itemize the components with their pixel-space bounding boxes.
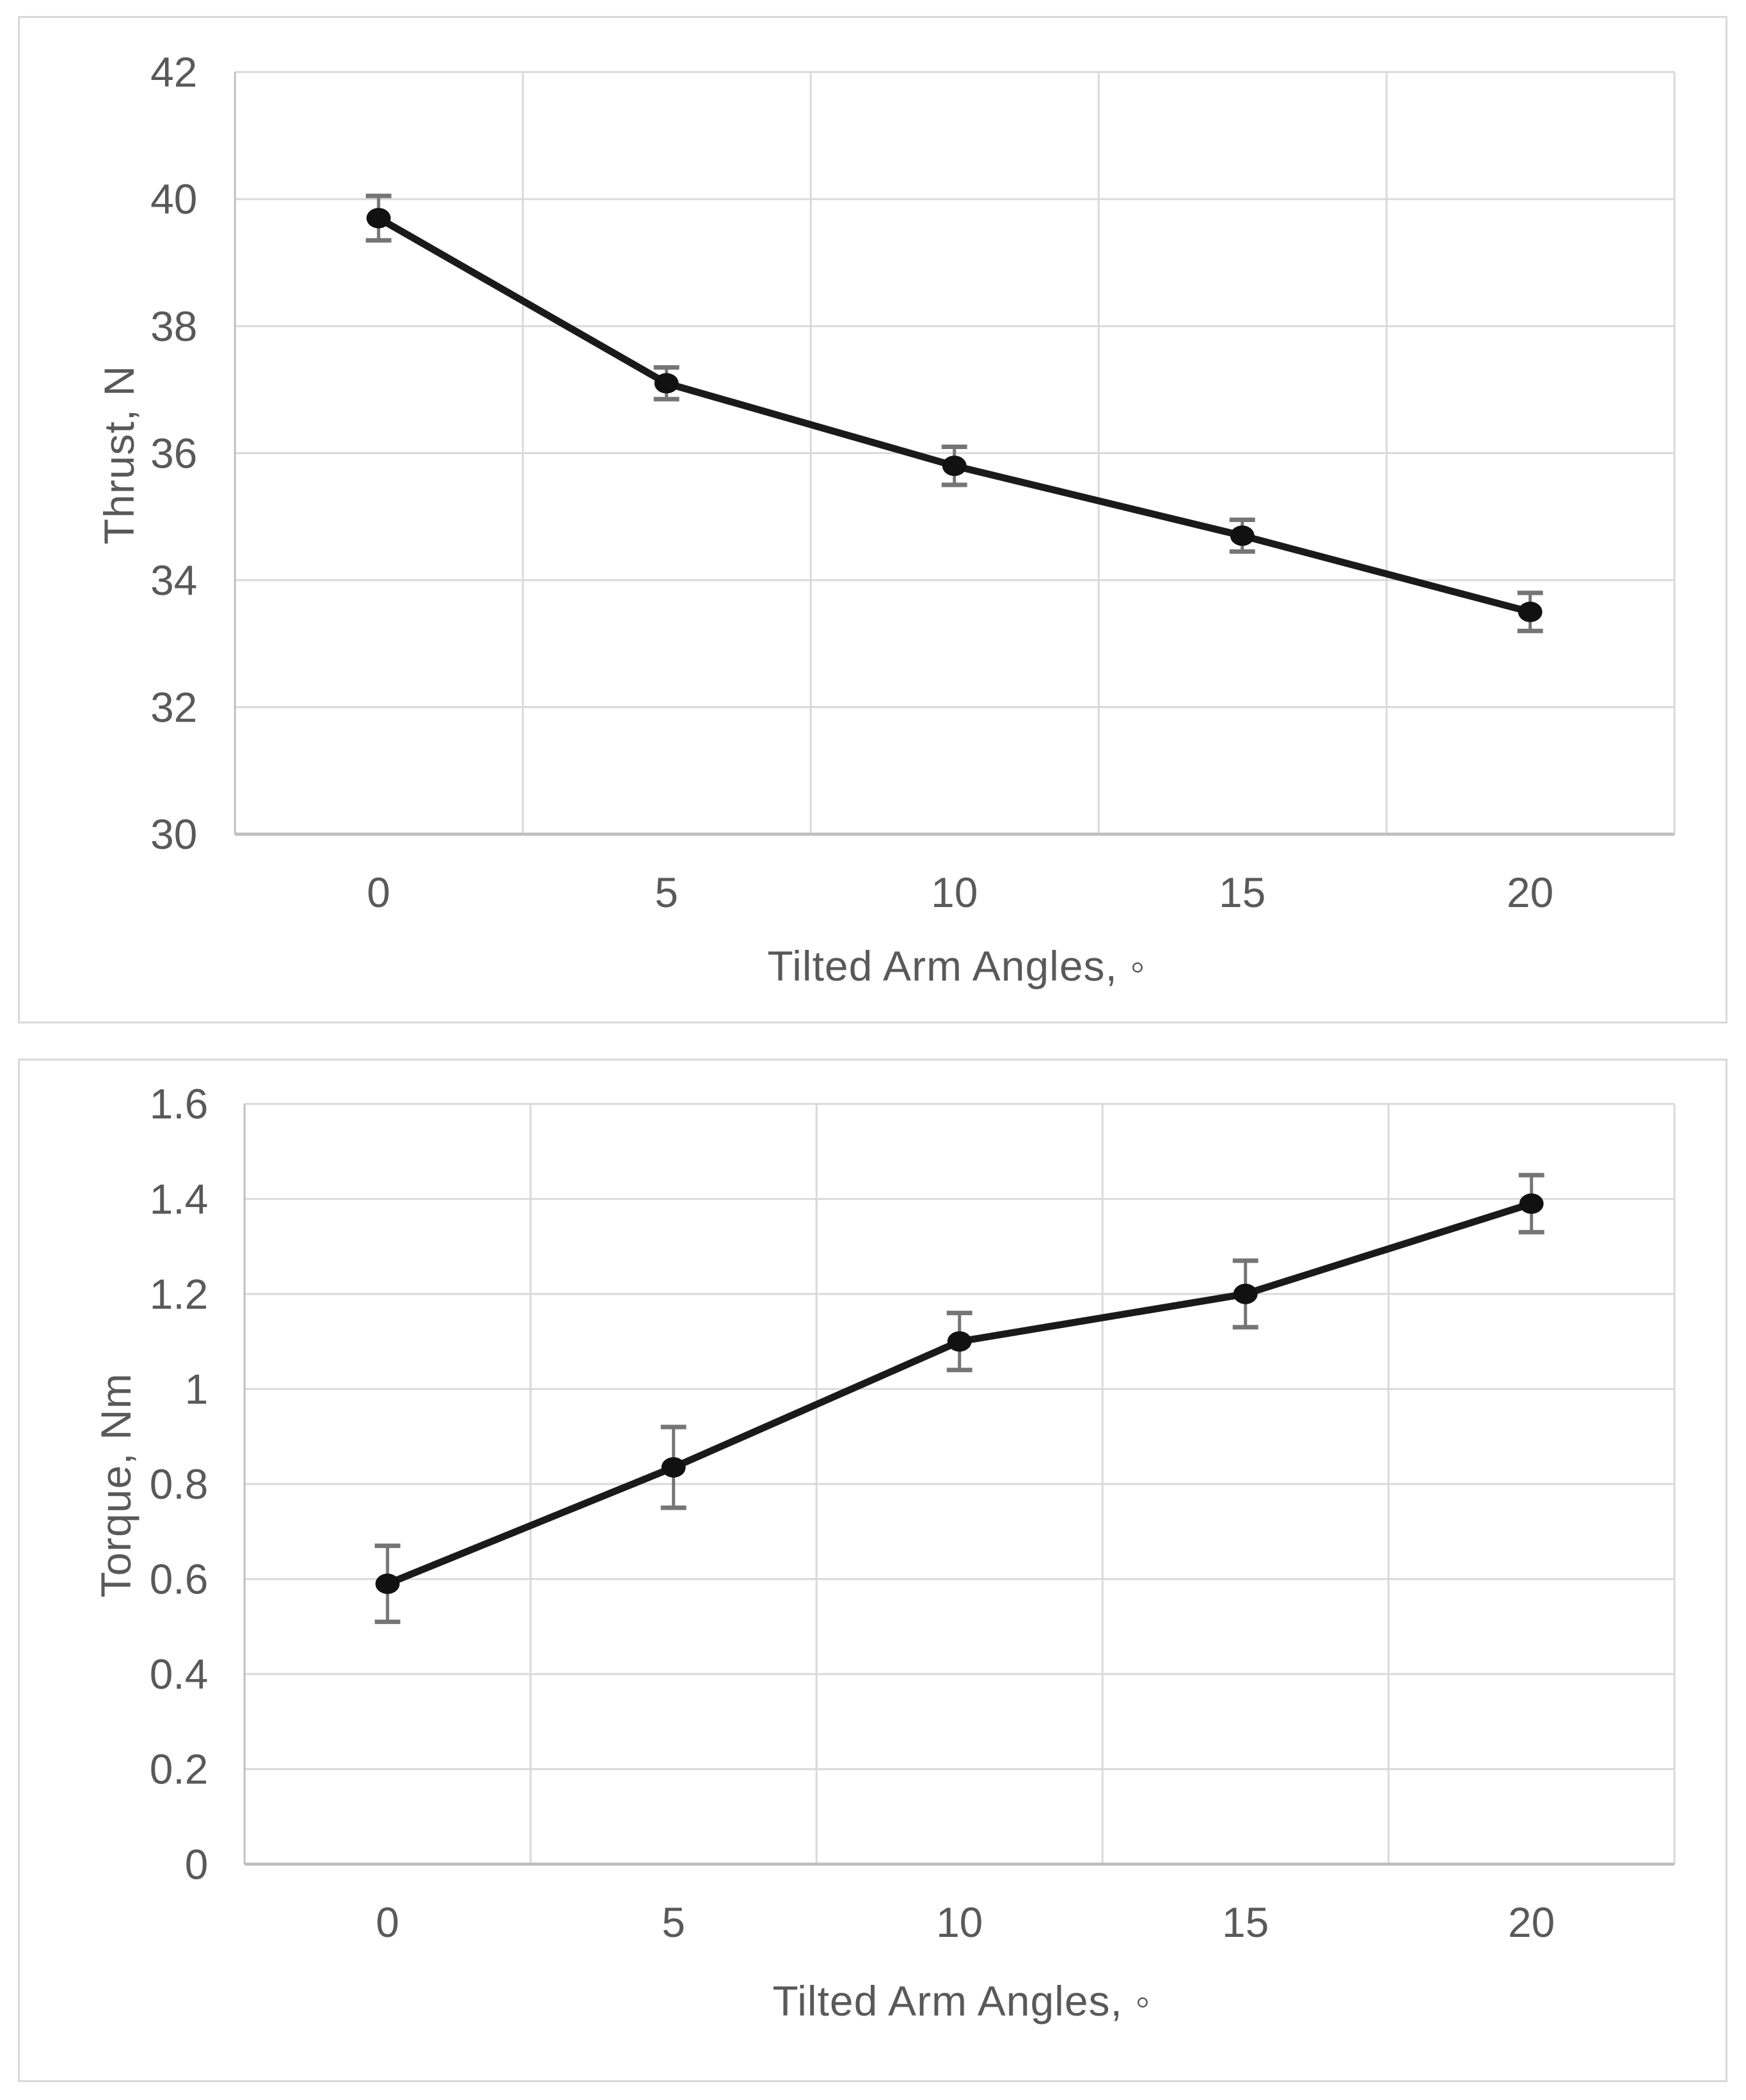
y-tick-label: 36 xyxy=(150,429,197,477)
data-point-marker xyxy=(375,1574,400,1594)
y-tick-label: 0 xyxy=(185,1840,209,1888)
torque-y-axis-title: Torque, Nm xyxy=(92,1373,139,1598)
torque-x-axis-title: Tilted Arm Angles, ◦ xyxy=(772,1977,1151,2025)
y-tick-label: 0.8 xyxy=(150,1460,209,1508)
data-point-marker xyxy=(1519,1193,1544,1214)
thrust-line-chart: 42 40 38 36 34 32 30 0 5 10 15 20 xyxy=(150,49,1676,916)
y-tick-label: 1.6 xyxy=(150,1080,209,1128)
y-tick-label: 42 xyxy=(150,49,197,96)
y-tick-label: 0.2 xyxy=(150,1746,209,1793)
x-tick-label: 15 xyxy=(1219,869,1266,916)
y-tick-label: 30 xyxy=(150,810,197,858)
data-point-marker xyxy=(366,208,391,228)
x-tick-label: 10 xyxy=(936,1899,983,1946)
y-tick-label: 1 xyxy=(185,1365,209,1412)
y-tick-label: 40 xyxy=(150,175,197,223)
y-tick-label: 32 xyxy=(150,684,197,731)
data-point-marker xyxy=(654,373,679,394)
thrust-x-axis-title: Tilted Arm Angles, ◦ xyxy=(767,942,1146,990)
data-point-marker xyxy=(1230,525,1255,546)
x-tick-label: 5 xyxy=(655,869,678,916)
x-tick-label: 0 xyxy=(367,869,390,916)
torque-chart-card: 1.6 1.4 1.2 1 0.8 0.6 0.4 0.2 0 0 5 10 15 20 Torque, … xyxy=(18,1059,1727,2082)
y-tick-label: 38 xyxy=(150,303,197,350)
data-point-marker xyxy=(942,455,967,477)
x-tick-label: 20 xyxy=(1507,869,1553,916)
x-tick-label: 20 xyxy=(1508,1899,1555,1946)
x-tick-label: 15 xyxy=(1222,1899,1269,1946)
data-point-marker xyxy=(1233,1283,1258,1304)
data-point-marker xyxy=(661,1457,686,1478)
data-series-line xyxy=(375,214,1534,616)
thrust-chart-card: 42 40 38 36 34 32 30 0 5 10 15 20 Thrust, N Tilted … xyxy=(18,16,1727,1023)
y-tick-label: 1.2 xyxy=(150,1270,209,1318)
data-point-marker xyxy=(1518,601,1543,622)
y-tick-label: 0.6 xyxy=(150,1556,209,1603)
x-tick-label: 10 xyxy=(931,869,978,916)
y-tick-label: 0.4 xyxy=(150,1650,209,1698)
x-tick-label: 5 xyxy=(662,1899,685,1946)
data-series-line xyxy=(384,1200,1536,1588)
y-tick-label: 1.4 xyxy=(150,1175,209,1222)
torque-line-chart: 1.6 1.4 1.2 1 0.8 0.6 0.4 0.2 0 0 5 10 15 20 xyxy=(150,1080,1676,1946)
x-tick-label: 0 xyxy=(376,1899,399,1946)
y-tick-label: 34 xyxy=(150,557,197,604)
thrust-y-axis-title: Thrust, N xyxy=(95,365,143,545)
data-point-marker xyxy=(947,1331,972,1352)
